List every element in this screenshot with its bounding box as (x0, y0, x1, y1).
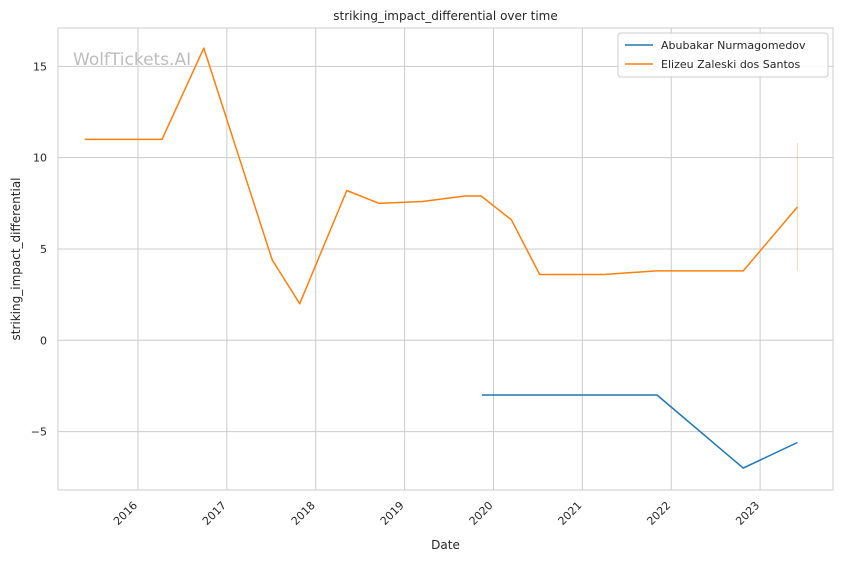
legend-box (617, 32, 829, 78)
y-tick-labels: −5 0 5 10 15 (31, 60, 47, 438)
plot-frame (57, 27, 834, 491)
y-tick-label-2: 5 (40, 243, 47, 256)
legend: Abubakar Nurmagomedov Elizeu Zaleski dos… (617, 32, 829, 78)
y-tick-label-1: 0 (40, 334, 47, 347)
series-line-1 (84, 47, 798, 305)
y-tick-label-3: 10 (33, 152, 47, 165)
x-axis-label: Date (431, 538, 460, 552)
y-tick-label-0: −5 (31, 426, 47, 439)
watermark: WolfTickets.AI (73, 50, 191, 70)
legend-label-abubakar: Abubakar Nurmagomedov (661, 39, 806, 52)
chart-title: striking_impact_differential over time (333, 9, 558, 23)
series-line-0 (481, 394, 798, 469)
series-lines (84, 47, 798, 469)
legend-label-elizeu: Elizeu Zaleski dos Santos (661, 58, 801, 71)
y-tick-label-4: 15 (33, 60, 47, 73)
y-axis-label: striking_impact_differential (9, 177, 23, 340)
